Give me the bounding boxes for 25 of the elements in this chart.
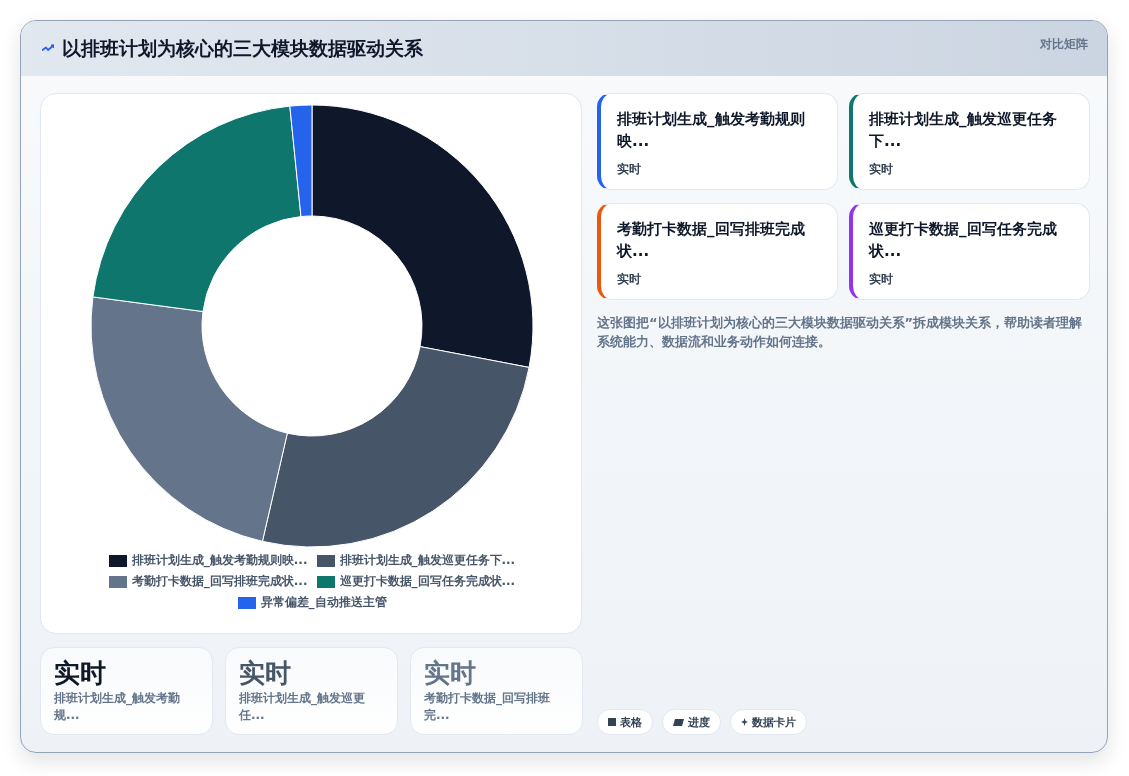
text: 进度 xyxy=(688,714,710,730)
text: 巡更打卡数据_回写任务完成状... xyxy=(869,219,1058,262)
text: 对比矩阵 xyxy=(1040,36,1088,52)
text: 排班计划生成_触发考勤规则映... xyxy=(617,109,806,152)
legend-label: 巡更打卡数据_回写任务完成状... xyxy=(339,573,516,590)
legend-label: 异常偏差_自动推送主管 xyxy=(260,594,387,611)
text: 实时 xyxy=(617,271,642,288)
legend-label: 排班计划生成_触发考勤规则映... xyxy=(131,552,308,569)
text: 排班计划生成_触发巡更任务下... xyxy=(869,109,1058,152)
text: 表格 xyxy=(620,714,642,730)
text: 实时 xyxy=(239,657,292,689)
text: 考勤打卡数据_回写排班完... xyxy=(424,690,551,724)
text: 实时 xyxy=(54,657,107,689)
legend-label: 考勤打卡数据_回写排班完成状... xyxy=(131,573,308,590)
text: 实时 xyxy=(869,271,894,288)
text: 排班计划生成_触发巡更任... xyxy=(239,690,366,724)
text: 实时 xyxy=(869,161,894,178)
text: 数据卡片 xyxy=(752,714,796,730)
text: 实时 xyxy=(617,161,642,178)
text: 排班计划生成_触发考勤规... xyxy=(54,690,181,724)
text: 实时 xyxy=(424,657,477,689)
text: 考勤打卡数据_回写排班完成状... xyxy=(617,219,806,262)
chart-title: 以排班计划为核心的三大模块数据驱动关系 xyxy=(62,36,423,60)
text: 这张图把“以排班计划为核心的三大模块数据驱动关系”拆成模块关系，帮助读者理解系统能力、数据流和业务动作如何连接。 xyxy=(597,314,1084,351)
legend-label: 排班计划生成_触发巡更任务下... xyxy=(339,552,516,569)
